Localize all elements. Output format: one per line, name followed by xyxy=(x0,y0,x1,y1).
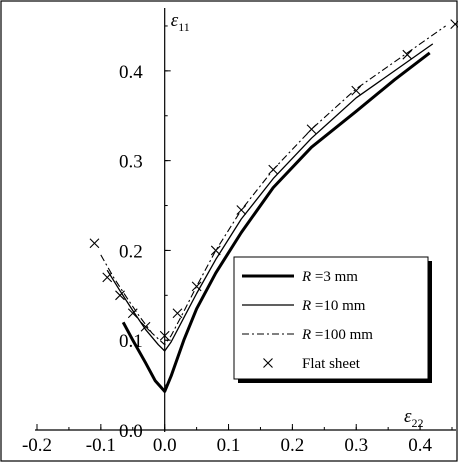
flat-sheet-marker xyxy=(115,290,125,301)
axes: -0.2 -0.1 0.0 0.1 0.2 0.3 0.40.00.10.20.30.4ε1… xyxy=(22,8,456,456)
series-layer xyxy=(89,19,458,393)
flat-sheet-marker xyxy=(210,245,221,256)
flat-sheet-marker xyxy=(102,272,113,283)
legend-label-4: Flat sheet xyxy=(302,356,361,372)
x-tick-label: 0.1 xyxy=(217,435,241,456)
x-tick-label: -0.2 xyxy=(22,435,52,456)
series-line-1 xyxy=(121,51,431,393)
flat-sheet-marker xyxy=(402,49,413,60)
x-tick-label: -0.1 xyxy=(86,435,116,456)
y-tick-label: 0.4 xyxy=(119,62,143,83)
flat-sheet-marker xyxy=(127,308,138,319)
x-tick-label: 0.2 xyxy=(281,435,305,456)
x-tick-label: 0.3 xyxy=(344,435,368,456)
x-tick-label: 0.4 xyxy=(408,435,432,456)
legend-label-3: R =100 mm xyxy=(301,327,373,343)
flat-sheet-marker xyxy=(236,205,247,215)
series-line-2 xyxy=(106,43,434,352)
x-tick-label: 0.0 xyxy=(153,435,177,456)
y-tick-label: 0.3 xyxy=(119,152,143,173)
y-tick-label: 0.0 xyxy=(119,421,143,442)
legend: R =3 mm R =10 mm R =100 mm Flat sheet xyxy=(233,256,432,383)
y-axis-title: ε11 xyxy=(171,10,190,34)
legend-label-1: R =3 mm xyxy=(301,269,358,285)
flat-sheet-marker xyxy=(450,19,458,30)
flat-sheet-marker xyxy=(172,308,183,319)
flat-sheet-marker xyxy=(351,85,362,96)
series-line-3 xyxy=(100,25,446,346)
x-axis-title: ε22 xyxy=(404,406,424,430)
flat-sheet-marker xyxy=(159,330,170,341)
y-tick-label: 0.2 xyxy=(119,241,143,262)
legend-label-2: R =10 mm xyxy=(301,298,366,314)
flat-sheet-marker xyxy=(191,281,202,292)
flat-sheet-marker xyxy=(306,124,317,135)
flat-sheet-marker xyxy=(140,321,151,332)
flat-sheet-marker xyxy=(89,238,100,249)
flat-sheet-marker xyxy=(268,164,279,175)
legend-marker-flat-sheet xyxy=(263,358,273,368)
